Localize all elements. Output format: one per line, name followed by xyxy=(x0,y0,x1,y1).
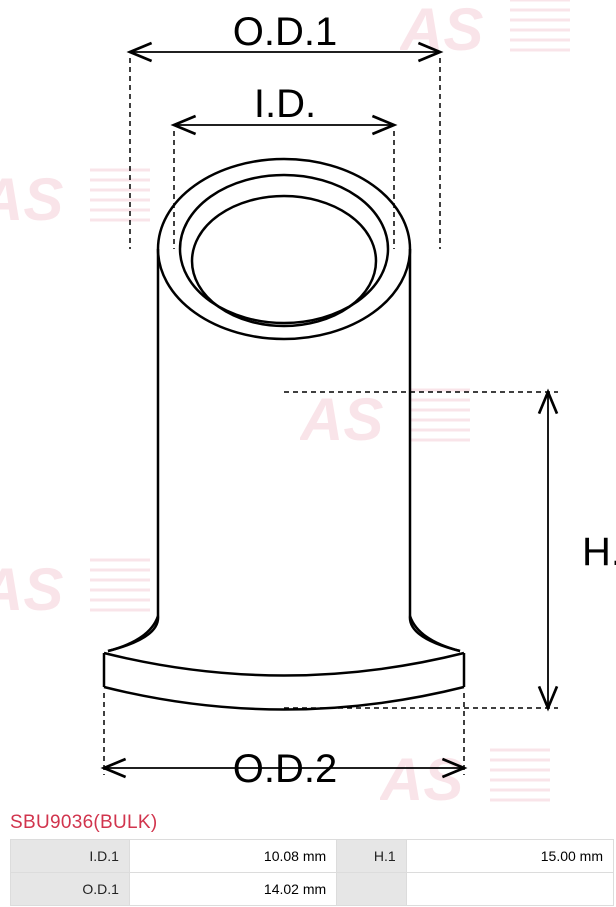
dim-label-h: H. xyxy=(582,530,616,574)
bushing-diagram: O.D.1 I.D. O.D.2 H. xyxy=(0,0,616,810)
dim-label-od1: O.D.1 xyxy=(233,10,337,54)
spec-label: I.D.1 xyxy=(11,840,130,873)
spec-value xyxy=(406,873,613,906)
dim-label-id: I.D. xyxy=(254,82,316,126)
table-row: I.D.1 10.08 mm H.1 15.00 mm xyxy=(11,840,614,873)
dim-label-od2: O.D.2 xyxy=(233,747,337,791)
spec-label: H.1 xyxy=(337,840,407,873)
diagram-area: AS AS AS AS xyxy=(0,0,616,810)
spec-value: 15.00 mm xyxy=(406,840,613,873)
spec-value: 14.02 mm xyxy=(129,873,336,906)
spec-table: I.D.1 10.08 mm H.1 15.00 mm O.D.1 14.02 … xyxy=(10,839,614,906)
product-code: SBU9036(BULK) xyxy=(10,812,158,834)
table-row: O.D.1 14.02 mm xyxy=(11,873,614,906)
spec-label: O.D.1 xyxy=(11,873,130,906)
spec-value: 10.08 mm xyxy=(129,840,336,873)
spec-label xyxy=(337,873,407,906)
